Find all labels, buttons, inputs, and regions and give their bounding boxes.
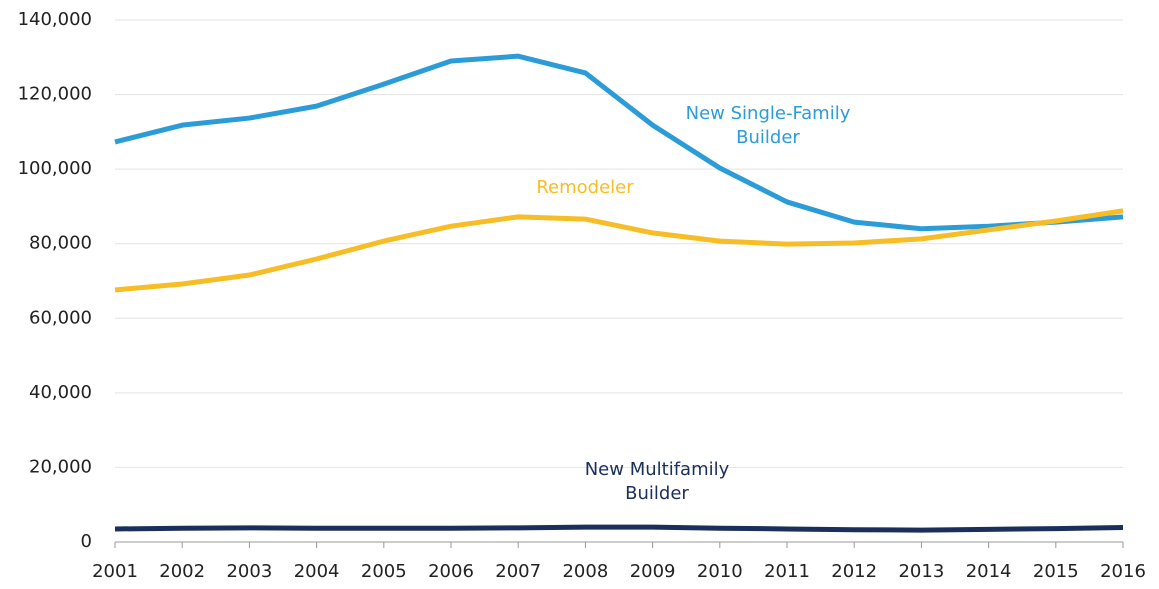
y-tick-label: 80,000 (29, 233, 92, 254)
series-line (114, 208, 1124, 293)
x-tick-label: 2010 (697, 561, 743, 582)
x-tick-label: 2007 (495, 561, 541, 582)
x-tick-label: 2016 (1100, 561, 1146, 582)
x-tick-label: 2015 (1033, 561, 1079, 582)
y-tick-label: 100,000 (18, 158, 92, 179)
x-tick-label: 2002 (159, 561, 205, 582)
x-tick-label: 2003 (226, 561, 272, 582)
y-tick-label: 40,000 (29, 382, 92, 403)
series-label: New Single-Family Builder (685, 103, 851, 148)
y-tick-label: 140,000 (18, 9, 92, 30)
series-line (114, 524, 1124, 533)
x-tick-label: 2013 (898, 561, 944, 582)
x-tick-label: 2004 (294, 561, 340, 582)
series-label: New Multifamily Builder (584, 459, 730, 504)
x-tick-label: 2014 (966, 561, 1012, 582)
x-tick-label: 2006 (428, 561, 474, 582)
y-tick-label: 0 (81, 531, 92, 552)
y-tick-label: 20,000 (29, 456, 92, 477)
y-tick-label: 60,000 (29, 307, 92, 328)
x-tick-label: 2011 (764, 561, 810, 582)
y-tick-label: 120,000 (18, 84, 92, 105)
series-label: Remodeler (536, 177, 634, 198)
series-line (114, 53, 1124, 232)
x-tick-label: 2005 (361, 561, 407, 582)
x-tick-label: 2001 (92, 561, 138, 582)
x-tick-label: 2008 (562, 561, 608, 582)
x-tick-label: 2012 (831, 561, 877, 582)
x-tick-label: 2009 (630, 561, 676, 582)
